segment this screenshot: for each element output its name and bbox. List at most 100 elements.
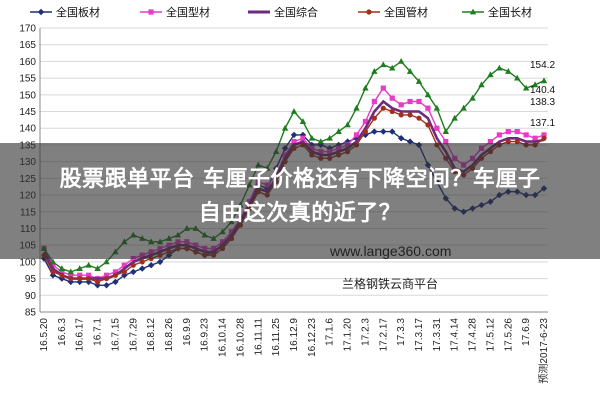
point [67,268,74,275]
x-tick-label: 16.11.11 [253,318,264,356]
y-tick-label: 100 [19,257,36,268]
point [442,128,449,134]
x-tick-label: 17.5.12 [485,318,496,352]
point [496,64,503,71]
point [86,272,92,278]
point [112,272,119,278]
point [290,131,298,139]
point [380,85,386,91]
point [77,275,83,282]
point [308,134,316,141]
legend-label: 全国板材 [56,5,100,19]
point [371,68,378,74]
x-tick-label: 17.5.26 [503,318,514,352]
point [139,265,146,272]
point [353,104,360,111]
point [380,128,387,135]
point [487,139,494,145]
point [59,272,65,278]
y-tick-label: 170 [19,24,36,35]
point [366,9,372,15]
point [112,278,119,286]
watermark-name: 兰格钢铁云商平台 [342,277,439,291]
point [424,91,432,98]
point [389,128,396,135]
y-tick-label: 85 [25,308,37,319]
x-tick-label: 16.9.9 [182,318,193,346]
x-tick-label: 17.2.17 [378,318,389,352]
point [121,269,127,275]
x-tick-label: 16.7.29 [128,318,139,352]
x-tick-label: 16.8.26 [164,318,175,352]
point [76,265,83,271]
x-tick-label: 17.6.9 [521,318,532,346]
headline-line-2: 自由这次真的近了？ [198,201,402,226]
point [531,81,539,88]
point [58,265,66,271]
point [49,258,57,265]
point [496,132,502,138]
point [398,112,404,118]
point [541,132,547,138]
point [505,139,511,145]
point [478,81,485,88]
point [514,139,520,145]
point [389,95,395,101]
point [103,275,110,282]
value-annotation: 154.2 [530,60,555,71]
point [380,105,386,111]
x-tick-label: 17.4.28 [468,318,479,352]
x-tick-label: 预测2017-6-23 [537,318,550,384]
point [371,115,377,121]
y-tick-label: 140 [19,124,36,135]
point [416,98,422,105]
point [139,259,145,265]
x-tick-label: 16.10.28 [235,318,246,357]
x-tick-label: 16.6.17 [75,318,86,352]
point [130,262,136,268]
point [514,128,520,135]
point [85,261,92,268]
y-tick-label: 95 [25,274,37,285]
point [147,262,155,269]
point [94,265,101,271]
point [397,58,405,64]
point [300,135,306,141]
point [362,128,369,135]
point [156,258,164,266]
point [469,94,476,101]
legend-label: 全国长材 [488,5,532,19]
x-tick-label: 17.3.3 [396,318,407,346]
x-tick-label: 16.7.1 [93,318,104,346]
x-tick-label: 16.9.23 [200,318,211,352]
point [416,115,422,121]
point [371,128,378,135]
point [103,258,110,265]
value-annotation: 140.4 [530,85,555,96]
point [68,272,74,278]
x-tick-label: 17.1.6 [325,318,336,346]
point [371,98,377,105]
point [291,139,297,145]
point [281,124,289,131]
y-tick-label: 90 [25,291,37,302]
point [380,61,387,68]
point [362,118,369,125]
point [344,121,351,128]
point [317,138,324,144]
value-annotation: 138.3 [530,97,555,108]
point [434,125,440,131]
legend-label: 全国综合 [274,5,318,19]
y-tick-label: 145 [19,107,36,118]
point [532,135,538,141]
point [103,282,110,289]
x-tick-label: 17.3.17 [414,318,425,352]
point [86,275,92,282]
point [505,128,511,135]
point [50,269,56,275]
point [94,279,101,285]
point [460,104,467,111]
legend-label: 全国管材 [384,5,428,19]
point [541,135,547,141]
